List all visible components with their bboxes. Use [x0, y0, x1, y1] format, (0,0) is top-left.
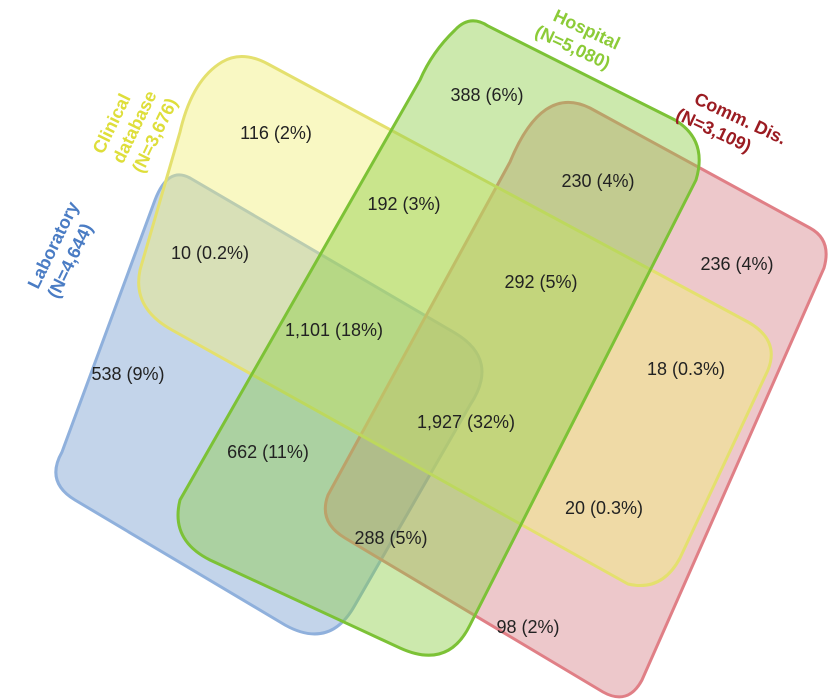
- set-label-clinical: Clinical database (N=3,676): [89, 73, 183, 176]
- region-count-lab-hospital: 662 (11%): [227, 442, 309, 462]
- set-label-laboratory: Laboratory (N=4,644): [24, 194, 105, 301]
- region-count-clinical-only: 116 (2%): [240, 123, 312, 143]
- set-shape-laboratory: [54, 173, 484, 636]
- region-count-hospital-comm: 230 (4%): [561, 171, 634, 191]
- region-count-lab-clinical: 10 (0.2%): [171, 243, 249, 263]
- region-count-hospital-only: 388 (6%): [450, 85, 523, 105]
- set-shape-hospital: [176, 19, 701, 657]
- region-count-all-four: 1,927 (32%): [417, 412, 515, 432]
- set-shape-clinical: [137, 55, 773, 587]
- region-count-lab-only: 538 (9%): [91, 364, 164, 384]
- region-counts: 388 (6%) 116 (2%) 230 (4%) 192 (3%) 10 (…: [91, 85, 773, 637]
- region-count-clinical-comm: 18 (0.3%): [647, 359, 725, 379]
- region-count-comm-only: 236 (4%): [700, 254, 773, 274]
- region-count-clinical-hospital-comm: 292 (5%): [504, 272, 577, 292]
- set-shapes: [54, 19, 828, 699]
- region-count-lab-comm: 98 (2%): [496, 617, 559, 637]
- set-shape-comm: [323, 100, 828, 699]
- region-count-clinical-hospital: 192 (3%): [367, 194, 440, 214]
- region-count-lab-hospital-comm: 288 (5%): [354, 528, 427, 548]
- region-count-lab-clinical-comm: 20 (0.3%): [565, 498, 643, 518]
- region-count-lab-clinical-hospital: 1,101 (18%): [285, 320, 383, 340]
